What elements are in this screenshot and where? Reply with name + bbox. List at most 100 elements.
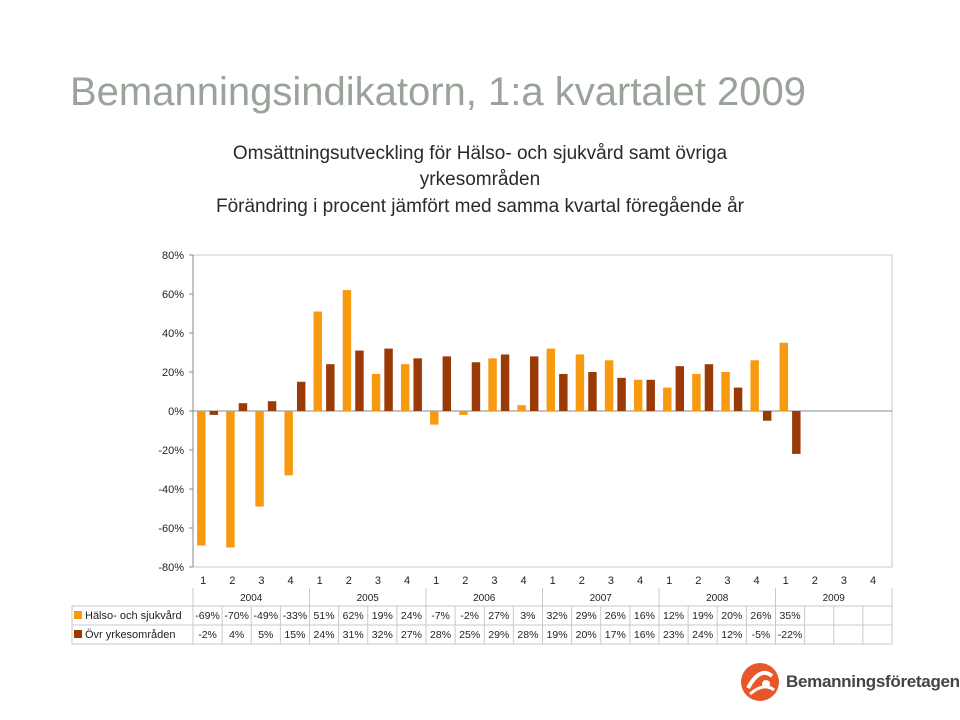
data-label: 24% (401, 610, 422, 622)
y-tick-label: 0% (168, 406, 184, 418)
data-label: 28% (517, 629, 538, 641)
data-label: 3% (520, 610, 535, 622)
bar-ovr-11 (529, 356, 539, 411)
x-tick-label: 2 (812, 575, 818, 587)
data-label: 16% (634, 610, 655, 622)
bar-halso-1 (226, 411, 235, 548)
year-label: 2009 (823, 593, 846, 604)
x-tick-label: 1 (433, 575, 439, 587)
data-label: 27% (488, 610, 509, 622)
bar-halso-2 (255, 411, 264, 507)
data-label: 32% (547, 610, 568, 622)
x-tick-label: 1 (666, 575, 672, 587)
bar-ovr-18 (733, 387, 743, 411)
x-tick-label: 2 (229, 575, 235, 587)
data-label: 5% (258, 629, 273, 641)
y-tick-label: -80% (158, 562, 184, 574)
bar-halso-0 (197, 411, 206, 546)
y-tick-label: 80% (162, 250, 184, 262)
data-label: -2% (460, 610, 479, 622)
bar-halso-14 (604, 360, 614, 411)
bar-ovr-20 (792, 411, 801, 454)
x-tick-label: 3 (258, 575, 264, 587)
logo-mark-icon (741, 663, 779, 701)
data-label: 24% (314, 629, 335, 641)
x-tick-label: 1 (550, 575, 556, 587)
x-tick-label: 4 (521, 575, 527, 587)
data-label: -70% (224, 610, 249, 622)
data-label: 4% (229, 629, 244, 641)
year-label: 2007 (590, 593, 613, 604)
bar-halso-18 (721, 372, 730, 411)
x-tick-label: 3 (375, 575, 381, 587)
data-label: 19% (547, 629, 568, 641)
data-label: 29% (576, 610, 597, 622)
data-label: 32% (372, 629, 393, 641)
bar-halso-11 (517, 405, 526, 411)
bar-halso-6 (371, 373, 381, 411)
bar-ovr-2 (267, 401, 277, 411)
legend-label: Hälso- och sjukvård (85, 610, 182, 622)
x-tick-label: 2 (579, 575, 585, 587)
data-label: 28% (430, 629, 451, 641)
data-label: 19% (372, 610, 393, 622)
company-logo: Bemanningsföretagen (738, 660, 960, 704)
bar-ovr-5 (355, 350, 364, 411)
data-label: 17% (605, 629, 626, 641)
x-tick-label: 4 (288, 575, 294, 587)
data-label: -69% (195, 610, 220, 622)
bar-halso-17 (692, 373, 701, 411)
bar-halso-10 (488, 358, 497, 411)
data-label: 29% (488, 629, 509, 641)
y-tick-label: 60% (162, 289, 184, 301)
slide-title: Bemanningsindikatorn, 1:a kvartalet 2009 (70, 70, 807, 114)
bar-ovr-8 (442, 356, 452, 411)
bar-ovr-12 (559, 373, 568, 411)
data-label: -49% (254, 610, 279, 622)
data-label: 20% (721, 610, 742, 622)
bar-ovr-4 (326, 364, 335, 411)
bar-halso-4 (313, 311, 323, 411)
year-label: 2006 (473, 593, 496, 604)
data-label: 15% (284, 629, 305, 641)
data-label: -2% (198, 629, 217, 641)
x-tick-label: 1 (200, 575, 206, 587)
data-label: 31% (343, 629, 364, 641)
data-label: -5% (752, 629, 771, 641)
data-label: 51% (314, 610, 335, 622)
bar-ovr-3 (296, 381, 306, 411)
y-tick-label: -60% (158, 523, 184, 535)
data-label: 62% (343, 610, 364, 622)
data-label: -7% (431, 610, 450, 622)
chart-title-line-3: Förändring i procent jämfört med samma k… (215, 196, 745, 217)
bar-ovr-19 (762, 411, 772, 421)
bar-ovr-7 (413, 358, 422, 411)
bar-halso-9 (459, 411, 468, 415)
data-label: 16% (634, 629, 655, 641)
bar-halso-7 (400, 364, 410, 411)
x-tick-label: 1 (783, 575, 789, 587)
x-tick-label: 4 (637, 575, 643, 587)
year-label: 2008 (706, 593, 729, 604)
bar-halso-5 (342, 290, 352, 411)
bar-halso-8 (430, 411, 439, 425)
bar-ovr-9 (471, 362, 481, 411)
y-tick-label: -40% (158, 484, 184, 496)
data-label: 24% (692, 629, 713, 641)
legend-swatch (74, 630, 82, 638)
bar-halso-16 (663, 387, 672, 411)
y-tick-label: 40% (162, 328, 184, 340)
legend-swatch (74, 611, 82, 619)
bar-halso-19 (750, 360, 759, 411)
bar-halso-3 (284, 411, 293, 476)
data-label: 12% (721, 629, 742, 641)
bar-ovr-1 (238, 403, 248, 411)
data-label: 12% (663, 610, 684, 622)
x-tick-label: 2 (346, 575, 352, 587)
chart-title-line-1: Omsättningsutveckling för Hälso- och sju… (232, 143, 728, 164)
bar-ovr-16 (675, 366, 685, 411)
data-label: -22% (778, 629, 803, 641)
x-tick-label: 4 (404, 575, 410, 587)
data-label: 26% (605, 610, 626, 622)
